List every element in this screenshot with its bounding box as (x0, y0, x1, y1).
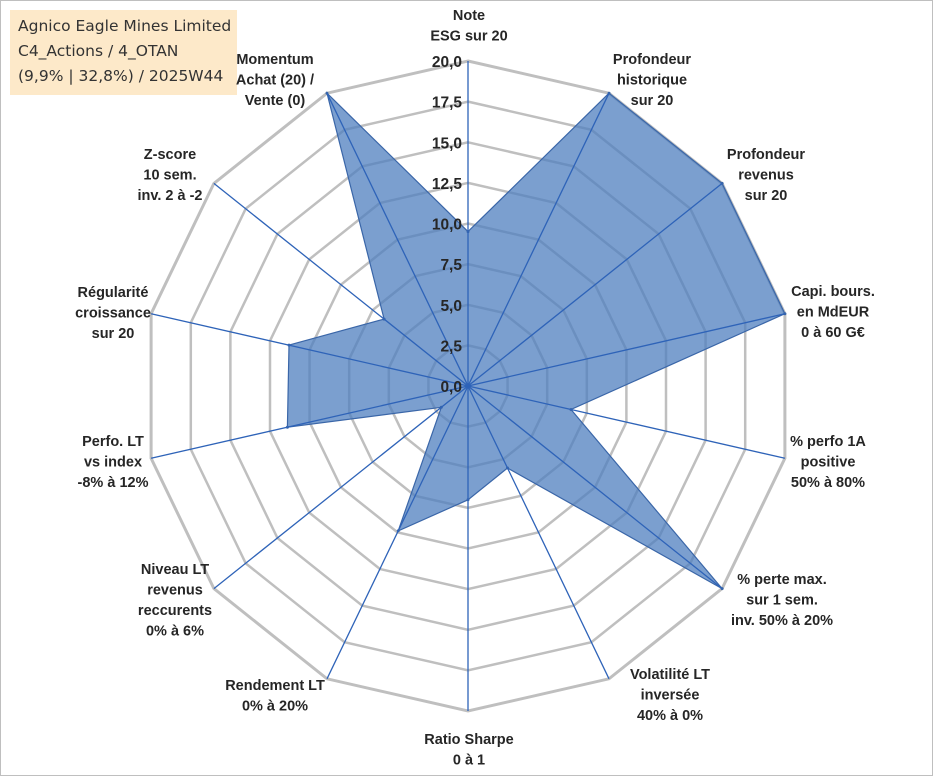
tick-label: 5,0 (440, 298, 462, 315)
axis-spoke (467, 313, 786, 387)
category-label: Rendement LT 0% à 20% (225, 678, 325, 715)
tick-layer: 0,0 2,5 5,0 7,5 10,0 12,5 15,0 17,5 20,0 (432, 54, 463, 396)
category-label: Régularité croissance sur 20 (75, 285, 151, 342)
category-label: Momentum Achat (20) / Vente (0) (236, 52, 314, 109)
axis-spoke (150, 385, 469, 459)
tick-label: 0,0 (440, 379, 462, 396)
portfolio-path: C4_Actions / 4_OTAN (18, 42, 179, 60)
axis-spoke (213, 385, 469, 590)
axis-spoke (150, 313, 469, 387)
axis-spoke (467, 385, 723, 590)
axis-spoke (467, 385, 786, 459)
category-label: Volatilité LT inversée 40% à 0% (630, 667, 710, 724)
period-stats: (9,9% | 32,8%) / 2025W44 (18, 67, 224, 85)
tick-label: 20,0 (432, 54, 462, 71)
series-area (286, 91, 786, 590)
category-label: Z-score 10 sem. inv. 2 à -2 (137, 147, 202, 204)
category-label: % perte max. sur 1 sem. inv. 50% à 20% (731, 572, 833, 629)
category-label: Niveau LT revenus reccurents 0% à 6% (138, 562, 212, 640)
tick-label: 7,5 (440, 257, 462, 274)
axis-spoke (467, 385, 610, 680)
tick-label: 15,0 (432, 135, 462, 152)
axis-spoke (467, 182, 723, 387)
axis-spoke (467, 92, 610, 387)
axis-spoke (326, 385, 469, 680)
category-label: Profondeur revenus sur 20 (727, 147, 805, 204)
axis-spoke (326, 92, 469, 387)
category-label: Perfo. LT vs index -8% à 12% (78, 434, 149, 491)
info-box: Agnico Eagle Mines Limited C4_Actions / … (10, 10, 237, 95)
company-name: Agnico Eagle Mines Limited (18, 17, 232, 35)
category-label: Note ESG sur 20 (430, 8, 507, 45)
category-label: % perfo 1A positive 50% à 80% (790, 434, 866, 491)
axis-spoke (213, 182, 469, 387)
series-layer (285, 91, 787, 591)
spoke-layer (150, 61, 786, 711)
label-layer: Note ESG sur 20 Profondeur historique sur 20… (75, 8, 875, 769)
category-label: Ratio Sharpe 0 à 1 (424, 732, 513, 769)
tick-label: 10,0 (432, 217, 462, 234)
category-label: Profondeur historique sur 20 (613, 52, 691, 109)
tick-label: 2,5 (440, 338, 462, 355)
category-label: Capi. bours. en MdEUR 0 à 60 G€ (791, 284, 875, 341)
tick-label: 17,5 (432, 95, 463, 112)
tick-label: 12,5 (432, 176, 463, 193)
